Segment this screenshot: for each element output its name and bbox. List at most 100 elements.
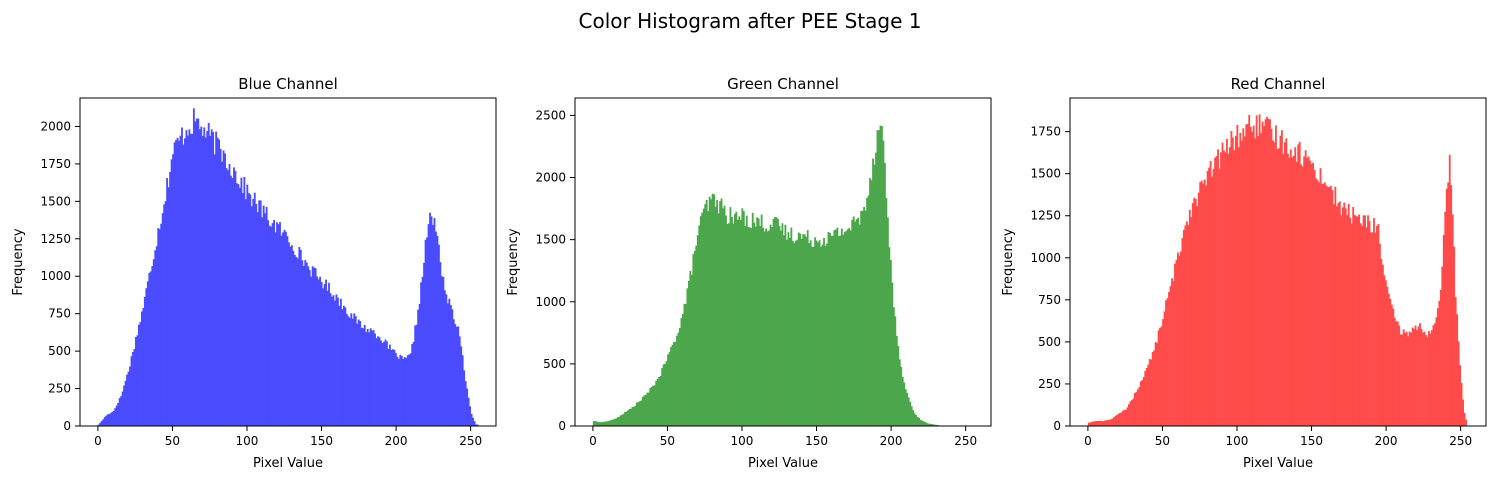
histogram-bar (252, 198, 255, 426)
histogram-bar (1132, 398, 1135, 426)
histogram-bar (412, 341, 415, 426)
histogram-bar (619, 415, 622, 426)
histogram-bar (1107, 420, 1110, 426)
histogram-bar (1462, 399, 1465, 426)
histogram-bar (1289, 149, 1292, 426)
histogram-bar (105, 415, 108, 426)
histogram-bar (1423, 331, 1426, 426)
histogram-bar (378, 337, 381, 426)
histogram-bar (455, 326, 458, 426)
histogram-bar (308, 270, 311, 426)
histogram-bar (1242, 128, 1245, 426)
histogram-bar (429, 212, 431, 426)
histogram-bar (1457, 341, 1460, 426)
histogram-bar (892, 307, 895, 426)
x-tick-label: 250 (459, 434, 482, 448)
histogram-bar (230, 175, 232, 426)
histogram-bar (215, 131, 218, 426)
histogram-bar (467, 397, 470, 426)
histogram-bar (316, 276, 319, 426)
histogram-bar (1249, 126, 1252, 427)
histogram-bar (391, 349, 394, 426)
histogram-bar (1114, 416, 1117, 426)
histogram-bar (799, 233, 802, 426)
y-tick-label: 500 (48, 344, 71, 358)
histogram-bar (1398, 325, 1401, 426)
histogram-bar (747, 227, 750, 426)
histogram-bar (1165, 300, 1167, 426)
histogram-bar (1205, 185, 1208, 426)
histogram-bar (597, 421, 600, 426)
histogram-bar (388, 344, 391, 426)
histogram-bar (233, 167, 235, 426)
histogram-bar (463, 370, 466, 426)
histogram-bar (415, 324, 418, 426)
histogram-bar (710, 199, 713, 426)
x-tick-label: 100 (1226, 434, 1249, 448)
histogram-bar (909, 401, 912, 426)
histogram-bar (166, 178, 169, 426)
histogram-bar (1191, 203, 1194, 426)
histogram-bar (151, 266, 154, 426)
histogram-bar (366, 328, 369, 426)
histogram-bar (1135, 391, 1138, 426)
histogram-bar (622, 414, 625, 426)
histogram-bar (102, 419, 105, 426)
histogram-bar (1451, 214, 1454, 426)
histogram-bar (1258, 114, 1261, 427)
histogram-bar (827, 231, 830, 426)
y-tick-label: 1000 (535, 295, 566, 309)
histogram-bar (157, 228, 160, 426)
histogram-bar (1387, 293, 1390, 426)
histogram-bar (1390, 304, 1393, 426)
histogram-bar (1174, 263, 1176, 426)
histogram-bar (687, 280, 690, 426)
histogram-bar (652, 385, 655, 426)
histogram-bar (203, 127, 206, 427)
histogram-bar (833, 230, 836, 426)
histogram-bar (143, 296, 146, 426)
histogram-bar (836, 227, 839, 426)
histogram-bar (1209, 161, 1212, 426)
histogram-bar (1344, 208, 1347, 426)
histogram-bar (878, 130, 880, 426)
histogram-bar (359, 321, 362, 426)
histogram-bar (311, 266, 314, 426)
histogram-bar (1359, 223, 1362, 426)
histogram-bar (206, 131, 209, 427)
histogram-bar (243, 176, 246, 426)
histogram-bar (1456, 314, 1459, 426)
histogram-bar (1430, 330, 1433, 426)
histogram-bar (320, 281, 323, 426)
blue-axes-frame (79, 97, 497, 427)
histogram-bar (1120, 412, 1123, 426)
histogram-bar (607, 421, 610, 426)
histogram-bar (449, 305, 452, 426)
histogram-bar (139, 322, 142, 426)
histogram-bar (440, 276, 443, 426)
histogram-bar (1361, 225, 1364, 426)
histogram-bar (384, 339, 387, 426)
histogram-bar (356, 323, 359, 426)
histogram-bar (1270, 128, 1273, 426)
histogram-bar (402, 359, 405, 426)
histogram-bar (216, 137, 219, 426)
histogram-bar (286, 236, 289, 426)
histogram-bar (806, 230, 809, 426)
histogram-bar (262, 205, 265, 426)
histogram-bar (1153, 350, 1156, 426)
histogram-bar (1325, 185, 1328, 426)
histogram-bar (1151, 352, 1154, 426)
histogram-bar (344, 307, 347, 426)
histogram-bar (475, 424, 477, 426)
histogram-bar (371, 330, 374, 426)
y-tick-label: 1250 (40, 232, 71, 246)
histogram-bar (1378, 243, 1381, 426)
histogram-bar (1185, 221, 1188, 426)
histogram-bar (400, 355, 403, 426)
histogram-bar (843, 232, 846, 426)
histogram-bar (114, 408, 117, 426)
histogram-bar (751, 213, 754, 426)
histogram-bar (1358, 214, 1361, 426)
